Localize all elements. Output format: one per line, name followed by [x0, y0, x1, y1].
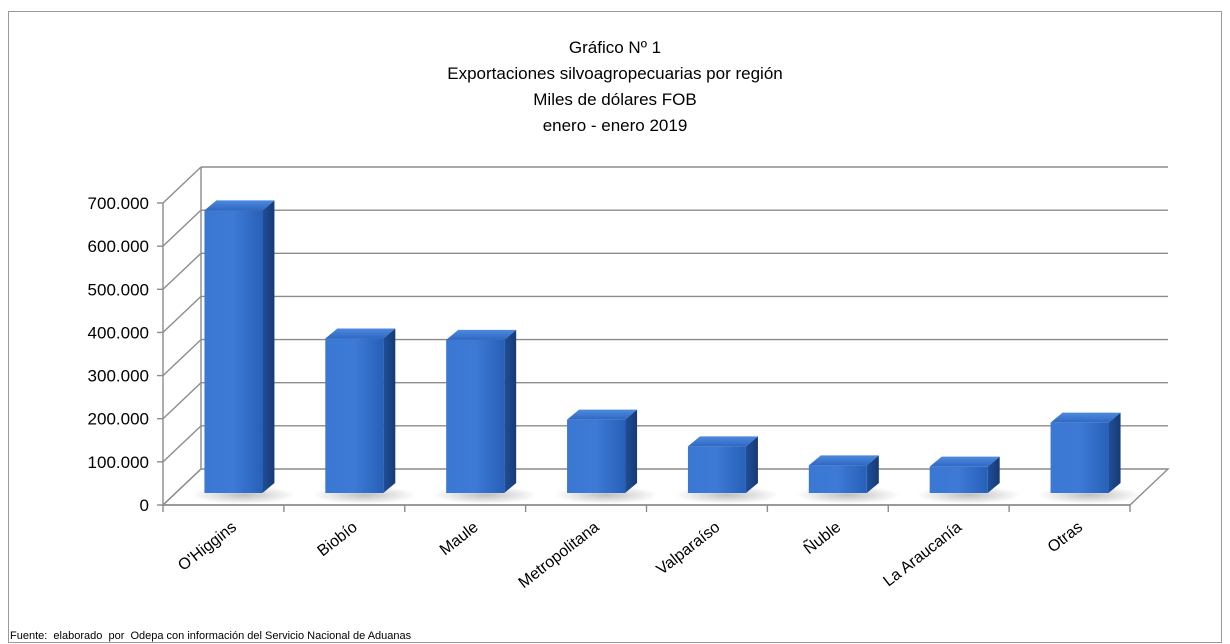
- x-category-label: Maule: [437, 519, 482, 559]
- title-line-1: Gráfico Nº 1: [569, 38, 661, 57]
- bar-top: [446, 329, 517, 340]
- bar-side: [625, 409, 638, 493]
- x-category-labels: O'Higgins Biobío Maule Metropolitana Valpara…: [175, 516, 1086, 592]
- y-tick-label: 300.000: [88, 367, 149, 386]
- gridline-diagonal: [162, 295, 202, 333]
- bar-otras: [1037, 412, 1142, 504]
- bar-side: [987, 456, 1000, 493]
- bar-top: [567, 409, 638, 420]
- y-tick-label: 600.000: [88, 237, 149, 256]
- x-category-label: Ñuble: [799, 516, 844, 558]
- title-line-4: enero - enero 2019: [543, 116, 688, 135]
- bar-valpara-so: [674, 436, 779, 504]
- gridline-diagonal: [162, 252, 202, 290]
- bar-front: [929, 466, 988, 493]
- bar-side: [262, 200, 275, 493]
- source-note: Fuente: elaborado por Odepa con informac…: [10, 630, 412, 642]
- y-tick-label: 100.000: [88, 453, 149, 472]
- bars-layer: [191, 200, 1142, 504]
- title-line-3: Miles de dólares FOB: [533, 90, 696, 109]
- bar-metropolitana: [554, 409, 659, 504]
- gridline-diagonal: [162, 382, 202, 420]
- bar-side: [866, 455, 879, 493]
- title-line-2: Exportaciones silvoagropecuarias por reg…: [447, 64, 782, 83]
- y-tick-label: 500.000: [88, 280, 149, 299]
- bar-top: [929, 456, 1000, 467]
- x-category-label: Otras: [1045, 519, 1086, 556]
- bar-o-higgins: [191, 200, 296, 504]
- bar-front: [204, 210, 263, 493]
- gridline-diagonal: [162, 425, 202, 463]
- bar-front: [567, 419, 626, 493]
- bar-front: [446, 339, 505, 493]
- bar-front: [687, 446, 746, 493]
- x-category-label: O'Higgins: [175, 519, 240, 575]
- y-tick-label: 700.000: [88, 194, 149, 213]
- bar-side: [1108, 412, 1121, 493]
- bar-side: [504, 329, 517, 493]
- x-category-label: La Araucanía: [880, 519, 965, 591]
- bar--uble: [795, 455, 900, 504]
- bar-top: [1050, 412, 1121, 423]
- chart-title: Gráfico Nº 1 Exportaciones silvoagropecu…: [447, 38, 782, 135]
- bar-side: [383, 328, 396, 493]
- gridline-diagonal: [162, 339, 202, 377]
- y-tick-label: 0: [140, 496, 149, 515]
- bar-top: [204, 200, 275, 211]
- gridline-diagonal: [162, 166, 202, 204]
- bar-front: [1050, 422, 1109, 493]
- y-tick-labels: 0 100.000 200.000 300.000 400.000 500.000 600.…: [88, 194, 163, 515]
- x-category-label: Valparaíso: [654, 519, 724, 579]
- bar-maule: [433, 329, 538, 504]
- bar-front: [325, 338, 384, 493]
- bar-top: [325, 328, 396, 339]
- x-category-label: Metropolitana: [516, 519, 603, 592]
- bar-biob-o: [312, 328, 417, 504]
- gridline-diagonal: [162, 468, 202, 506]
- bar-front: [808, 465, 867, 493]
- bar-top: [808, 455, 879, 466]
- floor-plane: [161, 468, 1170, 506]
- y-tick-label: 200.000: [88, 410, 149, 429]
- bar-side: [745, 436, 758, 493]
- x-category-label: Biobío: [315, 519, 361, 560]
- grid-layer: [162, 166, 1168, 506]
- y-tick-label: 400.000: [88, 323, 149, 342]
- gridline-diagonal: [162, 209, 202, 247]
- bar-la-araucan-a: [916, 456, 1021, 504]
- bar-top: [687, 436, 758, 447]
